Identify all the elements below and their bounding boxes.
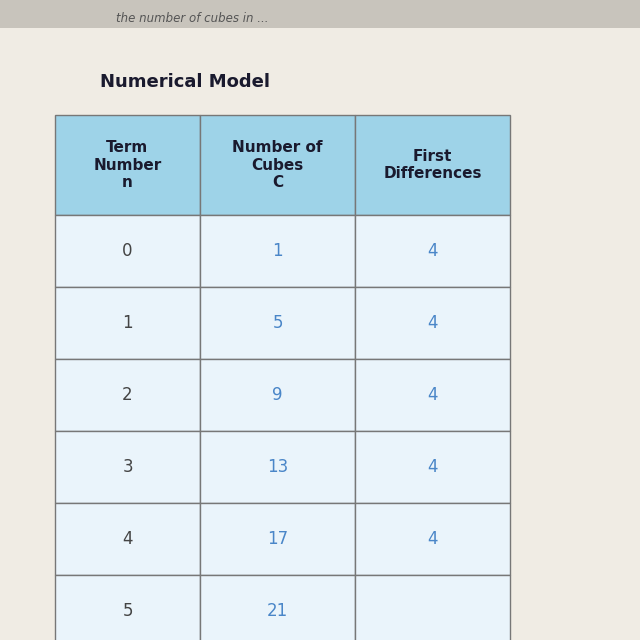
Bar bbox=[355, 503, 510, 575]
Bar bbox=[200, 431, 355, 503]
Bar bbox=[200, 115, 355, 215]
Text: 17: 17 bbox=[267, 530, 288, 548]
Bar bbox=[55, 115, 200, 215]
Bar bbox=[355, 215, 510, 287]
Text: C: C bbox=[272, 175, 283, 189]
Text: 4: 4 bbox=[428, 386, 438, 404]
Bar bbox=[355, 575, 510, 640]
Text: the number of cubes in ...: the number of cubes in ... bbox=[116, 12, 268, 24]
Text: First: First bbox=[413, 149, 452, 164]
Text: 0: 0 bbox=[122, 242, 132, 260]
Text: 1: 1 bbox=[272, 242, 283, 260]
Text: 4: 4 bbox=[428, 530, 438, 548]
Text: 5: 5 bbox=[272, 314, 283, 332]
Text: 2: 2 bbox=[122, 386, 133, 404]
Text: 4: 4 bbox=[428, 458, 438, 476]
Bar bbox=[55, 431, 200, 503]
Bar bbox=[355, 359, 510, 431]
Text: 4: 4 bbox=[428, 314, 438, 332]
Bar bbox=[355, 115, 510, 215]
Bar bbox=[355, 287, 510, 359]
Bar bbox=[200, 359, 355, 431]
Text: Differences: Differences bbox=[383, 166, 482, 181]
Bar bbox=[200, 575, 355, 640]
Text: Number of: Number of bbox=[232, 140, 323, 156]
Bar bbox=[55, 575, 200, 640]
Bar bbox=[200, 503, 355, 575]
Bar bbox=[200, 287, 355, 359]
Text: Number: Number bbox=[93, 157, 162, 173]
Text: Cubes: Cubes bbox=[252, 157, 303, 173]
Text: 4: 4 bbox=[122, 530, 132, 548]
Bar bbox=[355, 431, 510, 503]
Text: 3: 3 bbox=[122, 458, 133, 476]
Text: n: n bbox=[122, 175, 133, 189]
Bar bbox=[0, 0, 640, 28]
Text: 5: 5 bbox=[122, 602, 132, 620]
Text: 21: 21 bbox=[267, 602, 288, 620]
Text: 1: 1 bbox=[122, 314, 133, 332]
Bar bbox=[55, 503, 200, 575]
Text: 13: 13 bbox=[267, 458, 288, 476]
Text: 9: 9 bbox=[272, 386, 283, 404]
Bar bbox=[55, 287, 200, 359]
Text: Numerical Model: Numerical Model bbox=[100, 73, 270, 91]
Bar bbox=[55, 359, 200, 431]
Bar bbox=[200, 215, 355, 287]
Text: Term: Term bbox=[106, 140, 148, 156]
Text: 4: 4 bbox=[428, 242, 438, 260]
Bar bbox=[55, 215, 200, 287]
